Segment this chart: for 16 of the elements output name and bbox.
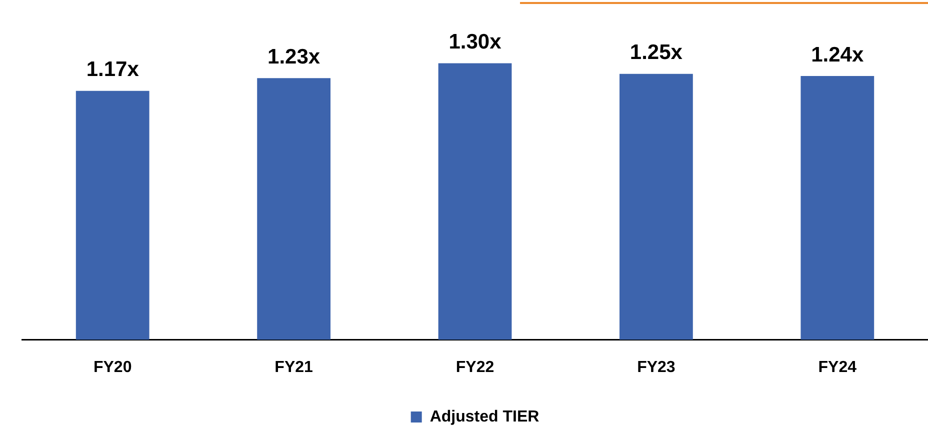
- bar: [620, 74, 693, 340]
- x-tick-label: FY20: [93, 358, 132, 376]
- x-tick-label: FY24: [818, 358, 857, 376]
- bar: [257, 78, 330, 340]
- data-label: 1.17x: [86, 58, 140, 82]
- data-label: 1.24x: [811, 43, 864, 66]
- data-label: 1.25x: [630, 41, 683, 64]
- legend-label: Adjusted TIER: [430, 408, 540, 426]
- x-tick-label: FY21: [274, 358, 314, 376]
- bar: [438, 63, 512, 340]
- data-label: 1.23x: [268, 45, 320, 68]
- data-label: 1.30x: [448, 30, 502, 54]
- bar: [800, 76, 874, 340]
- x-tick-label: FY23: [637, 358, 676, 376]
- bar: [76, 90, 150, 340]
- x-tick-label: FY22: [456, 358, 494, 376]
